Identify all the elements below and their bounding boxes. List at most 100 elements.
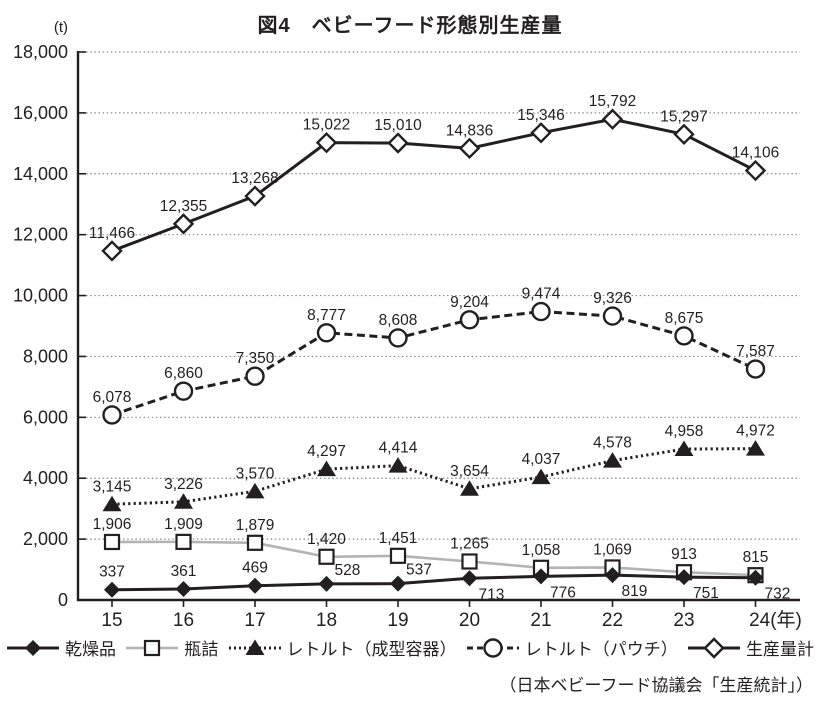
y-tick-label: 2,000 [23,529,68,549]
data-label: 15,010 [374,117,422,134]
diamond-filled-marker [175,581,192,598]
y-tick-label: 10,000 [13,286,68,306]
circle-open-marker [602,306,623,326]
series-line-1 [111,540,756,577]
data-label: 9,474 [522,286,561,303]
triangle-filled-marker [674,440,694,457]
triangle-filled-marker [603,452,622,468]
legend-item-3: レトルト（パウチ） [466,635,678,660]
x-tick-label: 20 [459,610,480,631]
series-markers-0 [104,567,764,598]
data-label: 8,777 [307,307,346,324]
x-tick-label: 21 [530,610,551,631]
diamond-open-marker [101,240,123,262]
triangle-filled-marker [460,480,479,496]
data-label: 713 [479,586,505,603]
legend-item-4: 生産量計 [687,635,814,660]
data-label: 913 [671,546,697,563]
series-line-4 [111,117,757,253]
triangle-filled-marker [388,457,408,473]
legend-diamond-open-icon [688,636,740,659]
x-tick-label: 15 [101,610,122,631]
data-label: 9,326 [593,290,632,307]
data-label: 15,792 [589,93,636,110]
diamond-filled-marker [318,575,335,592]
series-markers-4 [101,108,767,262]
legend: 乾燥品 瓶詰 レトルト（成型容器） レトルト（パウチ） 生産量計 [0,635,820,660]
data-label: 11,466 [89,225,135,242]
data-label: 3,570 [236,465,275,482]
y-tick-label: 4,000 [23,468,68,488]
data-label: 815 [743,549,769,566]
series-line-2 [111,447,756,506]
diamond-open-marker [744,159,767,182]
data-label: 14,106 [732,145,779,162]
legend-item-0: 乾燥品 [6,635,116,660]
x-tick-label: 16 [173,610,194,631]
data-label: 1,909 [164,516,203,533]
data-label: 4,972 [736,423,775,440]
diamond-open-marker [244,185,266,207]
y-tick-label: 8,000 [23,346,68,366]
square-open-marker [389,547,407,564]
triangle-filled-marker [245,482,265,499]
legend-item-2: レトルト（成型容器） [228,635,457,660]
data-label: 4,414 [379,440,418,457]
series-line-0 [111,573,756,592]
data-label: 3,654 [450,463,489,480]
triangle-filled-marker [102,495,122,512]
data-label: 751 [693,585,719,602]
square-open-marker [318,548,335,565]
legend-item-1: 瓶詰 [125,635,218,660]
circle-open-marker [745,359,766,379]
data-label: 7,350 [236,350,275,367]
legend-triangle-filled-icon [228,639,281,655]
data-label: 8,608 [379,312,418,329]
data-label: 4,958 [665,423,704,440]
data-label: 776 [550,584,576,601]
legend-circle-open-icon [466,637,519,658]
legend-label: 生産量計 [746,640,814,659]
data-label: 14,836 [446,122,493,139]
diamond-filled-marker [676,569,692,586]
diamond-filled-marker [247,577,263,594]
diamond-open-marker [172,213,195,235]
data-label: 1,069 [593,541,632,558]
square-open-marker [103,533,121,551]
diamond-filled-marker [533,568,549,585]
data-label: 1,420 [307,531,346,548]
data-label: 8,675 [665,310,704,327]
legend-label: 瓶詰 [184,640,219,659]
data-label: 1,265 [450,535,489,552]
diamond-filled-marker [747,569,764,586]
data-label: 1,451 [379,530,418,547]
chart-title: 図4 ベビーフード形態別生産量 [257,15,563,37]
data-label: 732 [765,586,791,603]
y-tick-label: 18,000 [13,42,68,62]
data-label: 13,268 [231,170,278,187]
legend-label: 乾燥品 [65,640,116,659]
data-label: 4,297 [307,443,346,460]
series-markers-2 [102,440,765,512]
legend-diamond-filled-icon [7,639,59,656]
circle-open-marker [316,323,337,343]
triangle-filled-marker [746,440,765,456]
data-label: 4,578 [593,435,632,452]
diamond-open-marker [530,122,552,144]
series-markers-3 [102,301,766,425]
data-label: 15,346 [517,107,564,124]
x-tick-label: 18 [316,610,337,631]
legend-label: レトルト（成型容器） [286,640,457,659]
data-label: 528 [335,562,361,579]
x-tick-label: 23 [673,610,694,631]
diamond-filled-marker [390,575,406,592]
legend-square-open-icon [126,639,179,656]
y-tick-label: 0 [58,590,68,610]
y-tick-label: 6,000 [23,407,68,427]
legend-label: レトルト（パウチ） [524,640,678,659]
data-label: 15,297 [660,108,707,125]
circle-open-marker [459,310,480,330]
data-label: 1,906 [93,516,132,533]
x-tick-label: 17 [244,610,265,631]
